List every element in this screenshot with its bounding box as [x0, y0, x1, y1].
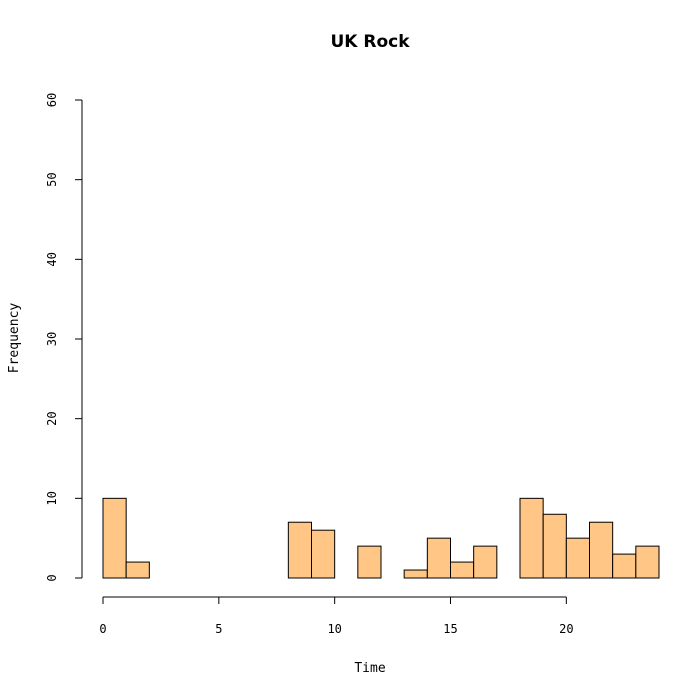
histogram-bar-23 [635, 545, 660, 579]
x-axis-label: Time [354, 661, 385, 676]
x-axis: 0 5 10 15 20 [99, 596, 574, 636]
y-axis-label: Frequency [7, 303, 22, 374]
histogram-bar-20 [565, 537, 590, 579]
histogram-bar-13 [403, 569, 428, 579]
histogram-bar-18 [519, 497, 544, 579]
histogram-bar-9 [311, 529, 336, 579]
histogram-bar-19 [542, 513, 567, 579]
histogram-bar-11 [357, 545, 382, 579]
y-tick-label-3: 30 [45, 332, 59, 346]
histogram-bar-16 [473, 545, 498, 579]
x-tick-label-2: 10 [327, 622, 341, 636]
y-tick-label-1: 10 [45, 491, 59, 505]
x-tick-label-0: 0 [99, 622, 106, 636]
histogram-bar-8 [287, 521, 313, 579]
x-tick-label-1: 5 [215, 622, 222, 636]
y-tick-label-2: 20 [45, 411, 59, 425]
histogram-bar-0 [102, 497, 127, 579]
bars-group [102, 497, 660, 579]
y-tick-label-6: 60 [45, 93, 59, 107]
x-tick-label-3: 15 [443, 622, 457, 636]
y-tick-label-5: 50 [45, 172, 59, 186]
x-tick-label-4: 20 [559, 622, 573, 636]
histogram-bar-21 [589, 521, 614, 579]
chart-title: UK Rock [330, 32, 410, 52]
histogram-bar-22 [612, 553, 637, 579]
y-tick-label-0: 0 [45, 574, 59, 581]
histogram-bar-14 [426, 537, 452, 579]
y-tick-label-4: 40 [45, 252, 59, 266]
histogram-bar-1 [125, 561, 150, 579]
histogram-bar-15 [450, 561, 475, 579]
y-axis: 0 10 20 30 40 50 60 [45, 93, 83, 582]
